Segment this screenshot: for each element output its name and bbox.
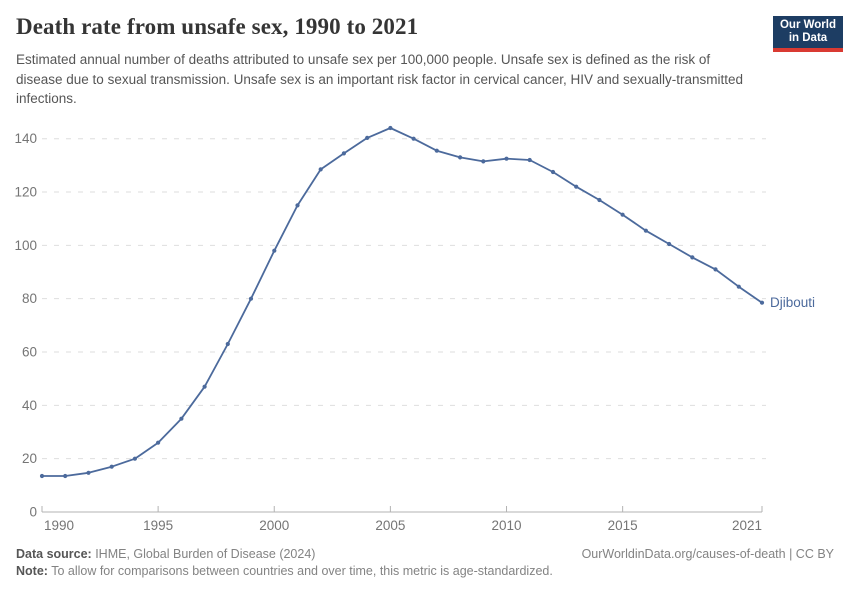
data-point[interactable] [109,464,114,469]
x-tick-label: 2005 [375,518,405,533]
y-tick-label: 100 [14,238,37,253]
data-point[interactable] [272,248,277,253]
y-tick-label: 80 [22,291,37,306]
data-point[interactable] [179,416,184,421]
y-tick-label: 140 [14,131,37,146]
data-point[interactable] [759,300,765,305]
owid-logo-line1: Our World [779,19,836,31]
data-source: Data source: IHME, Global Burden of Dise… [16,546,315,563]
x-tick-label: 2000 [259,518,289,533]
data-point[interactable] [504,156,509,161]
data-point[interactable] [225,341,230,347]
note-label: Note: [16,564,48,578]
data-point[interactable] [690,255,695,260]
data-point[interactable] [713,267,718,272]
owid-logo[interactable]: Our World in Data [773,16,843,52]
data-source-text: IHME, Global Burden of Disease (2024) [91,547,316,561]
data-point[interactable] [341,151,346,156]
entity-label[interactable]: Djibouti [770,295,815,310]
y-tick-label: 0 [29,505,37,520]
chart-footer: Data source: IHME, Global Burden of Dise… [16,546,834,580]
note-text: To allow for comparisons between countri… [47,564,553,578]
chart-title: Death rate from unsafe sex, 1990 to 2021 [16,14,419,39]
chart-subtitle: Estimated annual number of deaths attrib… [16,52,744,106]
data-point[interactable] [63,473,68,479]
x-tick-label: 2010 [491,518,521,533]
chart-header: Death rate from unsafe sex, 1990 to 2021… [16,14,756,109]
data-point[interactable] [458,155,463,160]
data-point[interactable] [202,384,207,389]
data-point[interactable] [365,135,370,140]
data-point[interactable] [643,228,649,233]
data-point[interactable] [132,456,137,461]
data-point[interactable] [550,169,556,175]
data-point[interactable] [736,284,741,289]
data-point[interactable] [527,157,532,163]
data-point[interactable] [620,212,625,217]
data-point[interactable] [411,136,416,141]
y-tick-label: 60 [22,345,37,360]
data-point[interactable] [86,470,91,475]
y-tick-label: 120 [14,185,37,200]
data-point[interactable] [39,473,45,479]
x-tick-label: 2021 [732,518,762,533]
data-point[interactable] [481,159,486,164]
owid-logo-line2: in Data [788,32,828,44]
data-source-label: Data source: [16,547,92,561]
data-point[interactable] [248,296,254,301]
data-point[interactable] [574,184,579,189]
footer-url-link[interactable]: OurWorldinData.org/causes-of-death | CC … [581,547,834,561]
y-tick-label: 40 [22,398,37,413]
data-point[interactable] [318,167,323,172]
data-point[interactable] [388,125,393,131]
x-tick-label: 2015 [608,518,638,533]
data-point[interactable] [597,197,602,203]
x-tick-label: 1990 [44,518,74,533]
y-tick-label: 20 [22,451,37,466]
data-point[interactable] [434,148,439,153]
series-line-djibouti[interactable] [41,127,763,477]
x-tick-label: 1995 [143,518,173,533]
data-point[interactable] [295,203,300,208]
data-point[interactable] [156,440,161,445]
data-point[interactable] [667,241,672,247]
